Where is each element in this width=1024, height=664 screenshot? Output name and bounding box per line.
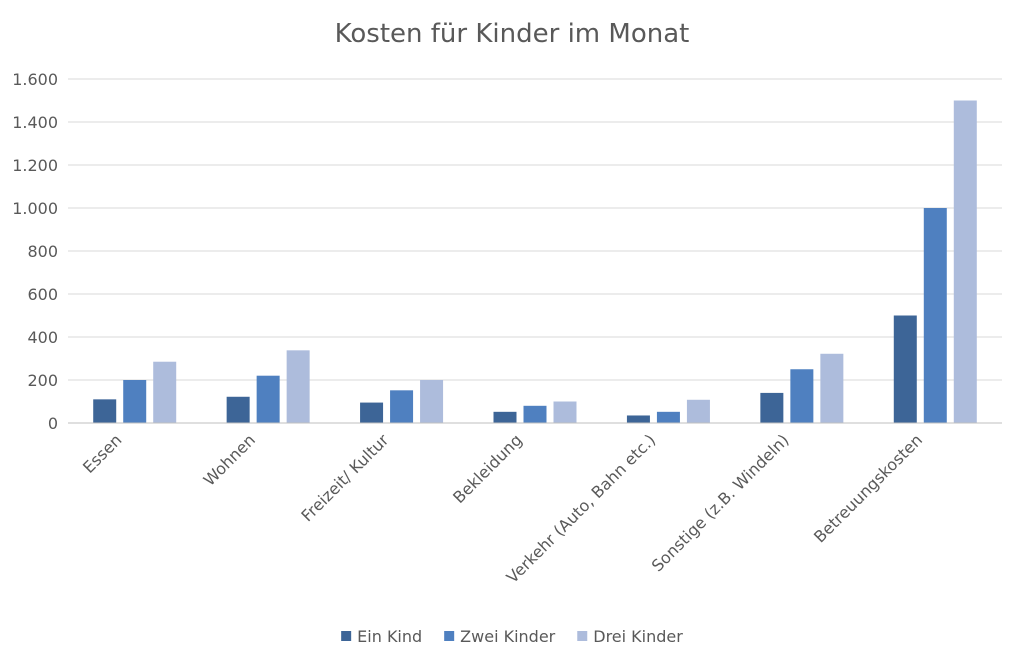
y-tick-label: 1.400 xyxy=(12,113,58,132)
y-tick-label: 1.600 xyxy=(12,70,58,89)
legend-item: Drei Kinder xyxy=(577,627,683,646)
legend-label: Ein Kind xyxy=(357,627,422,646)
x-tick-label: Bekleidung xyxy=(449,430,526,507)
y-tick-label: 800 xyxy=(27,242,58,261)
legend-swatch xyxy=(577,631,588,641)
bars xyxy=(93,100,977,423)
bar xyxy=(893,315,917,423)
x-tick-label: Sonstige (z.B. Windeln) xyxy=(648,430,793,575)
bar xyxy=(760,392,784,423)
y-tick-label: 1.200 xyxy=(12,156,58,175)
bar xyxy=(790,369,814,423)
x-tick-label: Freizeit/ Kultur xyxy=(297,430,392,525)
y-tick-label: 200 xyxy=(27,371,58,390)
x-tick-label: Betreuungskosten xyxy=(810,430,926,546)
y-tick-label: 400 xyxy=(27,328,58,347)
legend-item: Zwei Kinder xyxy=(444,627,556,646)
bar xyxy=(153,361,177,423)
bar xyxy=(656,411,680,423)
bar xyxy=(553,401,577,423)
y-tick-label: 1.000 xyxy=(12,199,58,218)
x-tick-label: Wohnen xyxy=(200,430,259,489)
legend-swatch xyxy=(444,631,455,641)
bar xyxy=(626,415,650,423)
y-tick-label: 0 xyxy=(48,414,58,433)
legend-label: Drei Kinder xyxy=(593,627,683,646)
gridlines xyxy=(68,78,1002,381)
x-tick-label: Verkehr (Auto, Bahn etc.) xyxy=(503,430,660,587)
bar xyxy=(226,396,250,423)
legend: Ein Kind Zwei Kinder Drei Kinder xyxy=(341,627,683,646)
chart-title: Kosten für Kinder im Monat xyxy=(335,19,690,49)
y-axis-ticks: 0 200 400 600 800 1.000 1.200 1.400 1.600 xyxy=(12,70,58,433)
bar xyxy=(256,375,280,423)
x-axis-ticks: Essen Wohnen Freizeit/ Kultur BekleidungVer… xyxy=(79,430,926,587)
bar xyxy=(923,208,947,423)
x-tick-label: Essen xyxy=(79,430,126,477)
legend-label: Zwei Kinder xyxy=(460,627,556,646)
bar xyxy=(523,405,547,423)
legend-swatch xyxy=(341,631,352,641)
bar xyxy=(686,399,710,423)
bar xyxy=(953,100,977,423)
legend-item: Ein Kind xyxy=(341,627,422,646)
bar xyxy=(286,350,310,423)
bar xyxy=(390,390,414,423)
bar xyxy=(93,399,117,423)
bar xyxy=(820,353,844,423)
bar xyxy=(360,402,384,423)
bar xyxy=(493,411,517,423)
bar xyxy=(123,380,147,423)
y-tick-label: 600 xyxy=(27,285,58,304)
bar xyxy=(420,380,444,423)
